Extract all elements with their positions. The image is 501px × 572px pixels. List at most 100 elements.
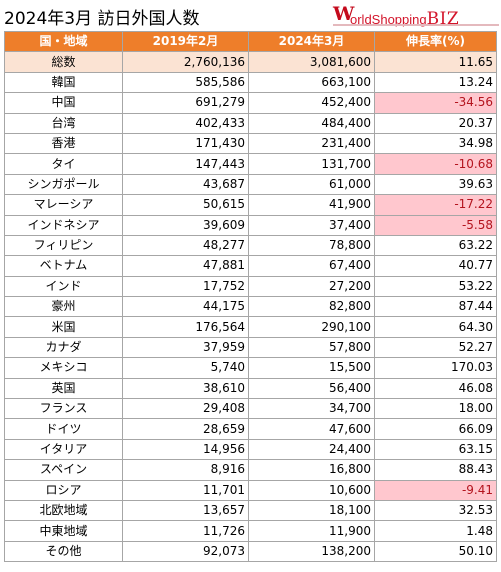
growth-cell: 63.22 bbox=[374, 234, 497, 257]
table-row: 北欧地域 13,657 18,100 32.53 bbox=[4, 499, 497, 522]
country-cell: 中国 bbox=[4, 92, 123, 114]
table-row: イタリア 14,956 24,400 63.15 bbox=[4, 438, 497, 461]
table-row: タイ 147,443 131,700 -10.68 bbox=[4, 153, 497, 175]
country-cell: カナダ bbox=[4, 336, 123, 359]
value-2019-cell: 47,881 bbox=[122, 255, 249, 277]
table-row: フィリピン 48,277 78,800 63.22 bbox=[4, 234, 497, 257]
growth-cell: 64.30 bbox=[374, 316, 497, 338]
growth-cell: 50.10 bbox=[374, 540, 497, 563]
country-cell: タイ bbox=[4, 153, 123, 175]
value-2024-cell: 34,700 bbox=[248, 398, 375, 420]
growth-cell: -10.68 bbox=[374, 153, 497, 175]
country-cell: ロシア bbox=[4, 479, 123, 501]
growth-cell: -5.58 bbox=[374, 214, 497, 236]
growth-cell: 40.77 bbox=[374, 255, 497, 277]
value-2019-cell: 17,752 bbox=[122, 275, 249, 298]
table-row: 台湾 402,433 484,400 20.37 bbox=[4, 112, 497, 134]
value-2019-cell: 13,657 bbox=[122, 499, 249, 522]
country-cell: インド bbox=[4, 275, 123, 298]
value-2024-cell: 24,400 bbox=[248, 438, 375, 461]
value-2024-cell: 131,700 bbox=[248, 153, 375, 175]
table-row: シンガポール 43,687 61,000 39.63 bbox=[4, 173, 497, 196]
country-cell: 豪州 bbox=[4, 296, 123, 318]
value-2019-cell: 8,916 bbox=[122, 459, 249, 481]
value-2019-cell: 39,609 bbox=[122, 214, 249, 236]
country-cell: インドネシア bbox=[4, 214, 123, 236]
logo-wordmark: orldShoppingBIZ bbox=[350, 9, 459, 29]
growth-cell: 46.08 bbox=[374, 377, 497, 400]
growth-cell: 63.15 bbox=[374, 438, 497, 461]
total-growth: 11.65 bbox=[374, 51, 497, 73]
value-2024-cell: 138,200 bbox=[248, 540, 375, 563]
logo-underline bbox=[333, 24, 499, 26]
value-2019-cell: 43,687 bbox=[122, 173, 249, 196]
value-2019-cell: 691,279 bbox=[122, 92, 249, 114]
country-cell: フランス bbox=[4, 398, 123, 420]
table-row: インドネシア 39,609 37,400 -5.58 bbox=[4, 214, 497, 236]
logo-suffix: BIZ bbox=[426, 9, 460, 29]
country-cell: 北欧地域 bbox=[4, 499, 123, 522]
growth-cell: -9.41 bbox=[374, 479, 497, 501]
total-2024: 3,081,600 bbox=[248, 51, 375, 73]
value-2019-cell: 28,659 bbox=[122, 418, 249, 440]
table-row: その他 92,073 138,200 50.10 bbox=[4, 540, 497, 563]
value-2019-cell: 48,277 bbox=[122, 234, 249, 257]
country-cell: イタリア bbox=[4, 438, 123, 461]
growth-cell: 34.98 bbox=[374, 132, 497, 155]
table-row: 米国 176,564 290,100 64.30 bbox=[4, 316, 497, 338]
value-2024-cell: 290,100 bbox=[248, 316, 375, 338]
country-cell: ドイツ bbox=[4, 418, 123, 440]
table-row: 豪州 44,175 82,800 87.44 bbox=[4, 296, 497, 318]
table-row: 英国 38,610 56,400 46.08 bbox=[4, 377, 497, 400]
country-cell: マレーシア bbox=[4, 194, 123, 216]
value-2024-cell: 78,800 bbox=[248, 234, 375, 257]
growth-cell: -17.22 bbox=[374, 194, 497, 216]
value-2024-cell: 47,600 bbox=[248, 418, 375, 440]
header-row: 国・地域 2019年2月 2024年3月 伸長率(%) bbox=[4, 30, 497, 53]
country-cell: 韓国 bbox=[4, 71, 123, 94]
value-2019-cell: 11,726 bbox=[122, 520, 249, 542]
table-row: カナダ 37,959 57,800 52.27 bbox=[4, 336, 497, 359]
value-2024-cell: 452,400 bbox=[248, 92, 375, 114]
worldshopping-biz-logo: W orldShoppingBIZ bbox=[333, 2, 501, 29]
country-cell: 香港 bbox=[4, 132, 123, 155]
header-country: 国・地域 bbox=[4, 30, 123, 53]
growth-cell: 53.22 bbox=[374, 275, 497, 298]
value-2024-cell: 82,800 bbox=[248, 296, 375, 318]
logo-text: orldShopping bbox=[350, 12, 427, 27]
value-2019-cell: 5,740 bbox=[122, 357, 249, 379]
growth-cell: 39.63 bbox=[374, 173, 497, 196]
country-cell: その他 bbox=[4, 540, 123, 563]
value-2019-cell: 11,701 bbox=[122, 479, 249, 501]
value-2019-cell: 402,433 bbox=[122, 112, 249, 134]
value-2019-cell: 92,073 bbox=[122, 540, 249, 563]
header-growth: 伸長率(%) bbox=[374, 30, 497, 53]
logo-initial: W bbox=[333, 3, 355, 25]
value-2019-cell: 37,959 bbox=[122, 336, 249, 359]
country-cell: 米国 bbox=[4, 316, 123, 338]
country-cell: 中東地域 bbox=[4, 520, 123, 542]
growth-cell: 20.37 bbox=[374, 112, 497, 134]
value-2024-cell: 18,100 bbox=[248, 499, 375, 522]
value-2019-cell: 176,564 bbox=[122, 316, 249, 338]
value-2024-cell: 57,800 bbox=[248, 336, 375, 359]
value-2024-cell: 27,200 bbox=[248, 275, 375, 298]
country-cell: フィリピン bbox=[4, 234, 123, 257]
page-title: 2024年3月 訪日外国人数 bbox=[4, 9, 200, 29]
table-row: メキシコ 5,740 15,500 170.03 bbox=[4, 357, 497, 379]
value-2019-cell: 38,610 bbox=[122, 377, 249, 400]
value-2024-cell: 41,900 bbox=[248, 194, 375, 216]
country-cell: 台湾 bbox=[4, 112, 123, 134]
value-2019-cell: 147,443 bbox=[122, 153, 249, 175]
value-2019-cell: 14,956 bbox=[122, 438, 249, 461]
growth-cell: 170.03 bbox=[374, 357, 497, 379]
table-row: マレーシア 50,615 41,900 -17.22 bbox=[4, 194, 497, 216]
table-row: フランス 29,408 34,700 18.00 bbox=[4, 398, 497, 420]
value-2019-cell: 44,175 bbox=[122, 296, 249, 318]
value-2024-cell: 11,900 bbox=[248, 520, 375, 542]
growth-cell: 13.24 bbox=[374, 71, 497, 94]
value-2024-cell: 37,400 bbox=[248, 214, 375, 236]
total-row: 総数 2,760,136 3,081,600 11.65 bbox=[4, 51, 497, 73]
value-2024-cell: 10,600 bbox=[248, 479, 375, 501]
header-2019: 2019年2月 bbox=[122, 30, 249, 53]
